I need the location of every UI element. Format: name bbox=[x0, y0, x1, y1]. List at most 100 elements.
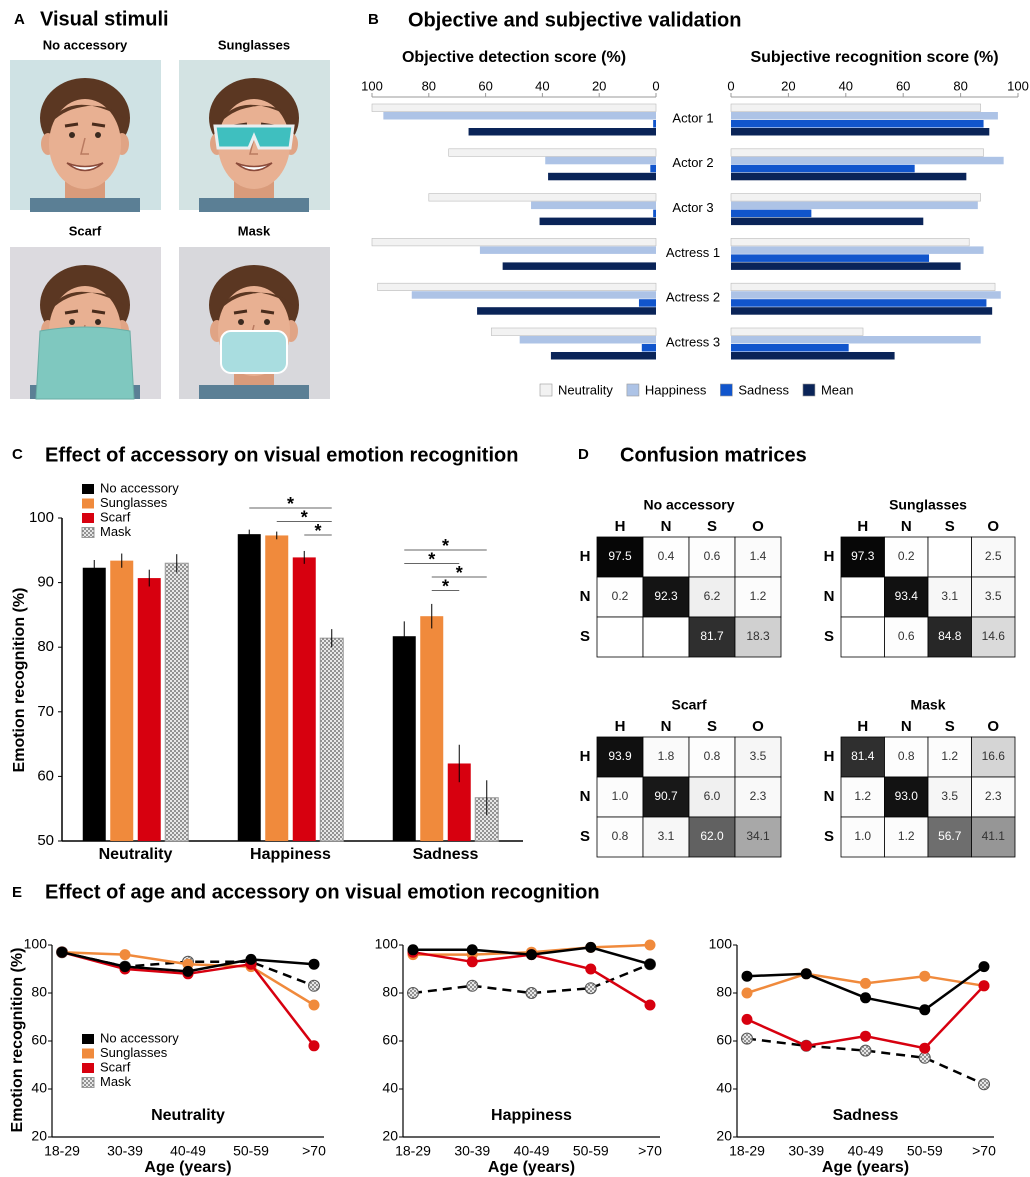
x-tick-label: 100 bbox=[361, 78, 383, 93]
panel-title: Confusion matrices bbox=[620, 444, 807, 466]
x-tick-label: 40-49 bbox=[848, 1143, 884, 1159]
point bbox=[644, 999, 656, 1011]
matrix-cell bbox=[971, 736, 1016, 778]
y-tick-label: 40 bbox=[31, 1080, 47, 1096]
row-header: S bbox=[824, 828, 834, 845]
row-header: N bbox=[580, 588, 591, 605]
mask bbox=[220, 330, 288, 374]
photo bbox=[179, 247, 330, 401]
matrix-cell bbox=[596, 616, 644, 658]
column-header: S bbox=[707, 518, 717, 535]
matrix-cell bbox=[642, 576, 690, 618]
matrix-title: Scarf bbox=[671, 697, 706, 713]
y-tick-label: 20 bbox=[382, 1128, 398, 1144]
row-header: S bbox=[824, 628, 834, 645]
bar bbox=[731, 254, 930, 262]
cell-label: 1.2 bbox=[854, 789, 871, 803]
column-header: H bbox=[857, 718, 868, 735]
cell-label: 97.3 bbox=[851, 549, 875, 563]
bar bbox=[653, 120, 656, 128]
x-tick-label: 18-29 bbox=[44, 1143, 80, 1159]
x-axis-label: Age (years) bbox=[488, 1159, 575, 1176]
matrix-cell bbox=[971, 536, 1016, 578]
matrix-cell bbox=[734, 576, 782, 618]
column-header: S bbox=[945, 718, 955, 735]
legend-swatch bbox=[82, 498, 94, 509]
point bbox=[584, 982, 597, 995]
legend-label: Mask bbox=[100, 1074, 132, 1089]
legend-swatch bbox=[82, 513, 94, 523]
x-tick-label: 40-49 bbox=[514, 1143, 550, 1159]
photo-label: Sunglasses bbox=[218, 37, 290, 52]
x-tick-label: 80 bbox=[422, 78, 436, 93]
cell-label: 1.4 bbox=[750, 549, 767, 563]
y-tick-label: 60 bbox=[31, 1032, 47, 1048]
matrix-cell bbox=[642, 776, 690, 818]
bar bbox=[731, 262, 961, 270]
point bbox=[308, 979, 320, 992]
x-tick-label: 100 bbox=[1007, 78, 1029, 93]
point bbox=[466, 956, 478, 968]
category-label: Sadness bbox=[413, 846, 479, 863]
photo bbox=[10, 247, 161, 401]
matrix-cell bbox=[884, 536, 929, 578]
y-axis-label: Emotion recognition (%) bbox=[11, 588, 28, 773]
sunglasses bbox=[213, 124, 295, 150]
column-header: O bbox=[752, 518, 764, 535]
bar bbox=[638, 299, 656, 307]
bar bbox=[502, 262, 656, 270]
matrix-title: Sunglasses bbox=[889, 497, 967, 513]
y-tick-label: 60 bbox=[37, 767, 54, 784]
x-tick-label: 40 bbox=[839, 78, 853, 93]
panel-letter: B bbox=[368, 11, 379, 28]
y-tick-label: 60 bbox=[382, 1032, 398, 1048]
cell-label: 1.0 bbox=[612, 789, 629, 803]
y-tick-label: 80 bbox=[31, 984, 47, 1000]
x-tick-label: >70 bbox=[972, 1143, 996, 1159]
y-tick-label: 70 bbox=[37, 703, 54, 720]
y-tick-label: 100 bbox=[375, 936, 399, 952]
photo-label: No accessory bbox=[43, 37, 128, 52]
cell-label: 0.2 bbox=[898, 549, 915, 563]
panel-letter: E bbox=[12, 884, 22, 901]
y-tick-label: 50 bbox=[37, 832, 54, 849]
scarf bbox=[35, 326, 135, 400]
column-header: H bbox=[615, 718, 626, 735]
matrix-cell bbox=[688, 736, 736, 778]
row-header: H bbox=[580, 748, 591, 765]
significance-label: * bbox=[456, 563, 463, 583]
matrix-cell bbox=[884, 776, 929, 818]
bar bbox=[731, 336, 981, 344]
bar bbox=[731, 172, 967, 181]
column-header: O bbox=[987, 718, 999, 735]
legend-swatch bbox=[81, 1077, 95, 1088]
column-header: H bbox=[615, 518, 626, 535]
bar bbox=[468, 128, 656, 136]
matrix-cell bbox=[596, 776, 644, 818]
point bbox=[308, 1040, 320, 1052]
bar bbox=[731, 209, 812, 218]
legend-label: No accessory bbox=[100, 480, 179, 495]
x-tick-label: 18-29 bbox=[729, 1143, 765, 1159]
column-header: H bbox=[857, 518, 868, 535]
category-label: Happiness bbox=[250, 846, 331, 863]
column-header: O bbox=[987, 518, 999, 535]
significance-label: * bbox=[287, 494, 294, 514]
bar bbox=[650, 164, 656, 173]
bar bbox=[392, 636, 416, 841]
bar bbox=[731, 246, 984, 254]
bar bbox=[730, 282, 996, 292]
cell-label: 1.2 bbox=[941, 749, 958, 763]
side-title: Objective detection score (%) bbox=[402, 49, 626, 66]
x-tick-label: 18-29 bbox=[395, 1143, 431, 1159]
bar bbox=[731, 128, 990, 136]
cell-label: 2.3 bbox=[985, 789, 1002, 803]
column-header: S bbox=[707, 718, 717, 735]
x-axis-label: Age (years) bbox=[144, 1159, 231, 1176]
category-label: Actress 2 bbox=[666, 290, 720, 305]
matrix-title: Mask bbox=[910, 697, 945, 713]
matrix-cell bbox=[840, 616, 885, 658]
cell-label: 6.2 bbox=[704, 589, 721, 603]
legend-label: Sadness bbox=[738, 382, 789, 397]
x-tick-label: 50-59 bbox=[233, 1143, 269, 1159]
